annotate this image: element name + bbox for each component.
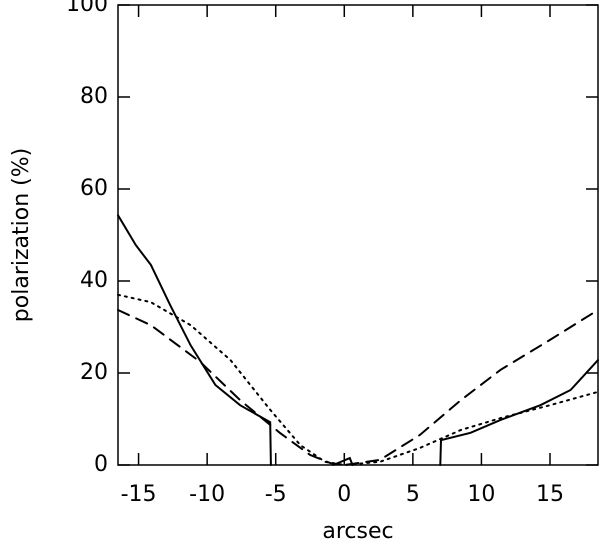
x-tick-label: 0 <box>337 482 351 507</box>
x-tick-label: -10 <box>189 482 225 507</box>
y-tick-label: 20 <box>80 360 108 385</box>
y-tick-label: 40 <box>80 268 108 293</box>
line-series <box>117 293 599 467</box>
line-series <box>117 309 599 467</box>
x-tick-label: 15 <box>536 482 564 507</box>
x-tick-label: 10 <box>467 482 495 507</box>
y-axis-label: polarization (%) <box>9 148 34 322</box>
x-tick-label: -15 <box>121 482 157 507</box>
y-tick-label: 0 <box>94 452 108 477</box>
plot-frame <box>117 4 599 466</box>
line-series <box>117 214 599 466</box>
x-axis-label: arcsec <box>322 519 393 544</box>
x-tick-label: -5 <box>265 482 287 507</box>
y-tick-label: 60 <box>80 176 108 201</box>
x-tick-label: 5 <box>406 482 420 507</box>
y-tick-label: 80 <box>80 84 108 109</box>
y-tick-label: 100 <box>66 0 108 17</box>
